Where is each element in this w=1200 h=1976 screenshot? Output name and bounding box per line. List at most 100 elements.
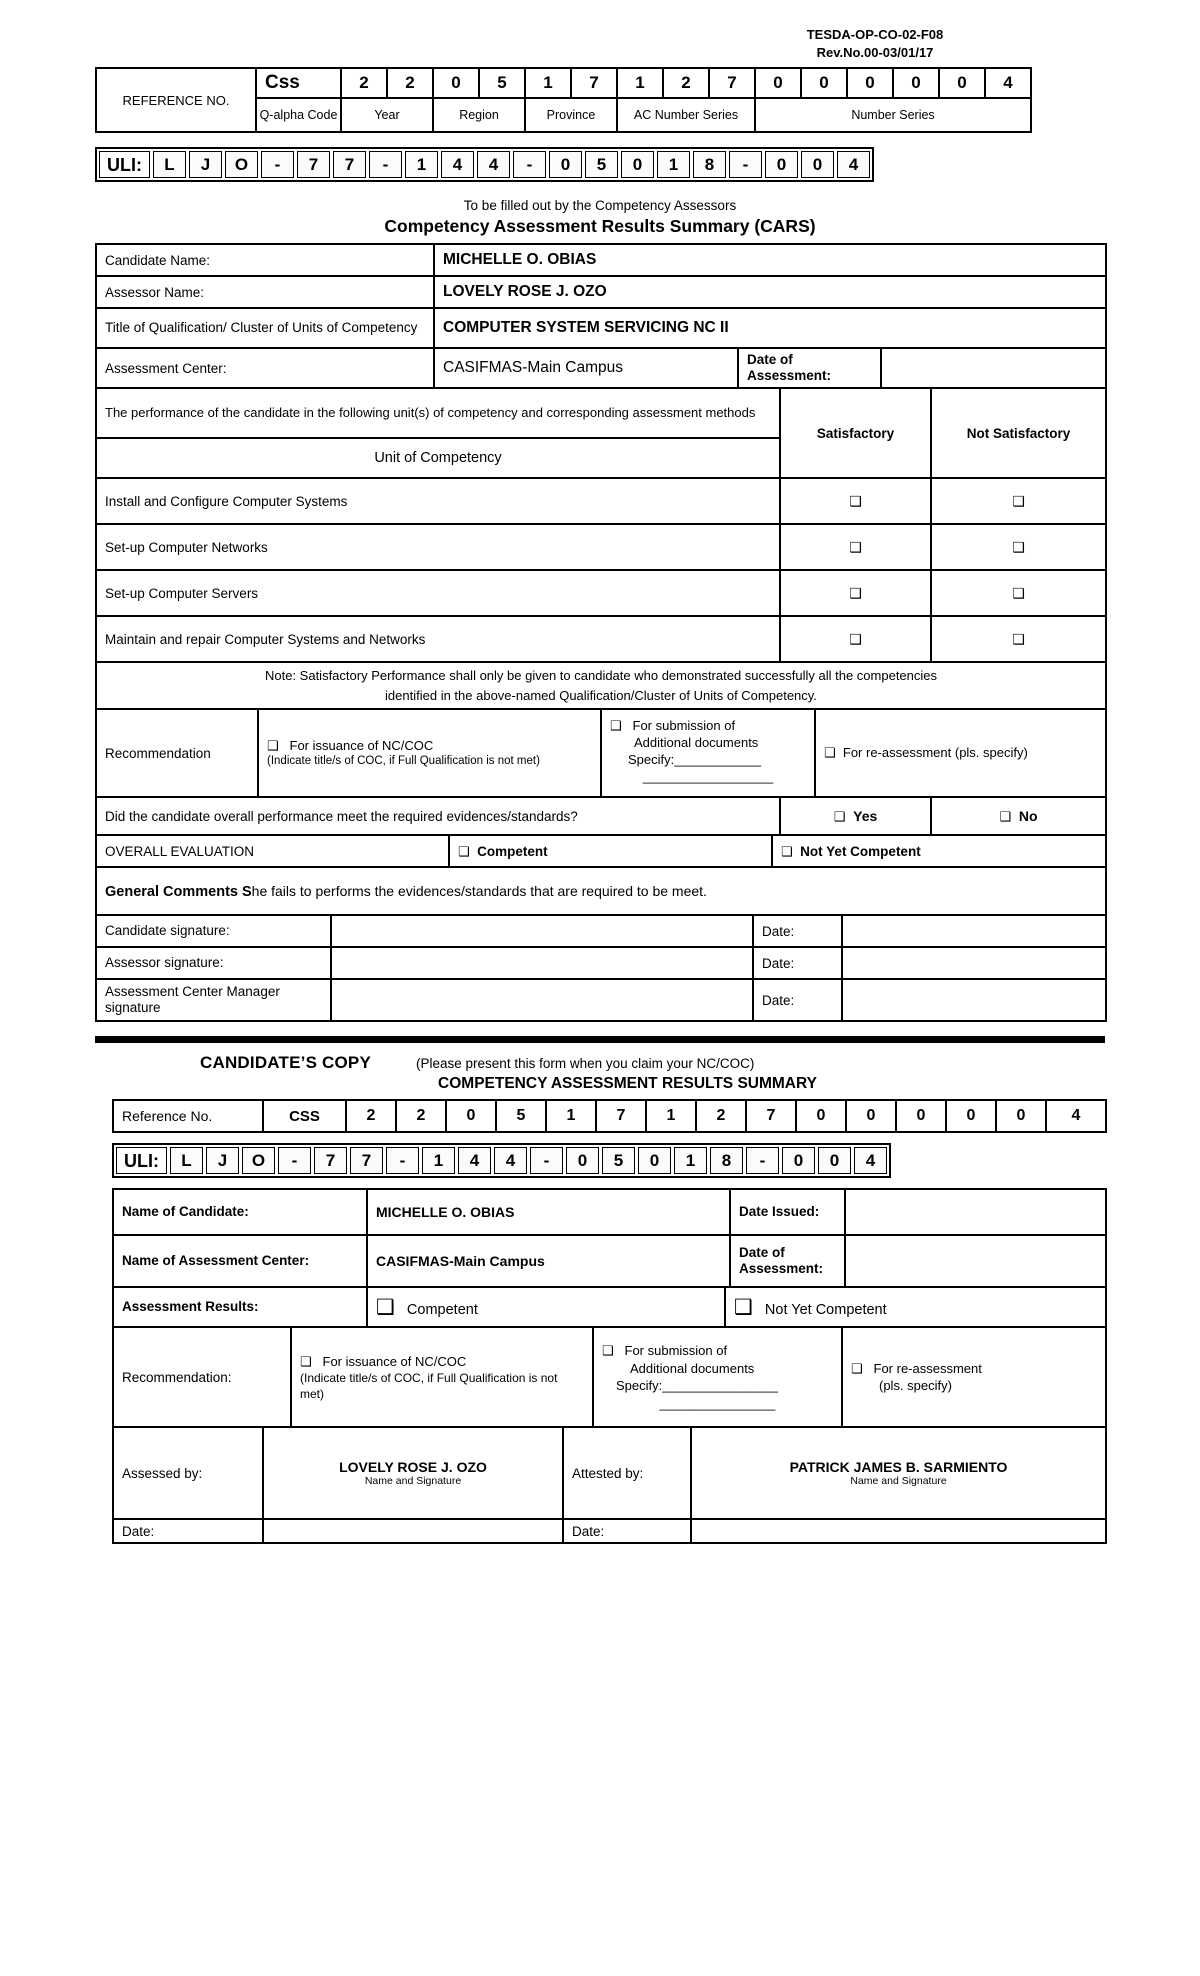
checkbox-icon[interactable]: ❑	[458, 844, 470, 860]
rec-specify-line[interactable]: __________________	[642, 769, 774, 785]
checkbox-icon[interactable]: ❑	[851, 1361, 863, 1377]
checkbox-icon[interactable]: ❑	[1012, 493, 1025, 510]
assessed-by-label: Assessed by:	[112, 1426, 264, 1521]
checkbox-icon[interactable]: ❑	[1012, 585, 1025, 602]
reference-digit: 7	[708, 67, 756, 100]
overall-evaluation-label: OVERALL EVALUATION	[95, 834, 450, 869]
checkbox-icon[interactable]: ❑	[376, 1294, 395, 1319]
copy-competent-cell[interactable]: ❑ Competent	[366, 1286, 726, 1329]
satisfactory-checkbox-cell[interactable]: ❑	[779, 569, 932, 618]
checkbox-icon[interactable]: ❑	[610, 719, 622, 735]
recommendation-label: Recommendation	[95, 708, 259, 799]
reference-digit: 1	[645, 1099, 697, 1134]
candidate-signature-field[interactable]	[330, 914, 754, 949]
yes-cell[interactable]: ❑ Yes	[779, 796, 932, 837]
uli-cell: 0	[782, 1147, 815, 1175]
rec-issuance-subtext: (Indicate title/s of COC, if Full Qualif…	[267, 755, 540, 768]
not-satisfactory-checkbox-cell[interactable]: ❑	[930, 615, 1107, 664]
uli-cell: 1	[422, 1147, 455, 1175]
candidate-signature-date-field[interactable]	[841, 914, 1107, 949]
checkbox-icon[interactable]: ❑	[267, 738, 279, 754]
satisfactory-checkbox-cell[interactable]: ❑	[779, 615, 932, 664]
uli-cell: 0	[549, 151, 582, 179]
cars-title: Competency Assessment Results Summary (C…	[384, 216, 816, 237]
rec-submission-text2: Additional documents	[634, 735, 759, 751]
unit-of-competency: Set-up Computer Servers	[95, 569, 781, 618]
manager-signature-field[interactable]	[330, 978, 754, 1023]
not-satisfactory-checkbox-cell[interactable]: ❑	[930, 523, 1107, 572]
uli-cell: -	[530, 1147, 563, 1175]
assessor-name-label: Assessor Name:	[95, 275, 435, 310]
date-issued-field[interactable]	[844, 1188, 1107, 1237]
reference-digit: 5	[478, 67, 526, 100]
satisfactory-checkbox-cell[interactable]: ❑	[779, 477, 932, 526]
copy-date-of-assessment-field[interactable]	[844, 1234, 1107, 1289]
assessed-date-field[interactable]	[262, 1518, 564, 1545]
checkbox-icon[interactable]: ❑	[999, 810, 1012, 826]
candidate-name-value: MICHELLE O. OBIAS	[433, 243, 1107, 278]
satisfactory-checkbox-cell[interactable]: ❑	[779, 523, 932, 572]
checkbox-icon[interactable]: ❑	[849, 493, 862, 510]
checkbox-icon[interactable]: ❑	[849, 539, 862, 556]
attested-by-signature-cell[interactable]: PATRICK JAMES B. SARMIENTO Name and Sign…	[690, 1426, 1107, 1521]
province-label: Province	[524, 97, 618, 134]
assessor-signature-field[interactable]	[330, 946, 754, 981]
date-of-assessment-field[interactable]	[880, 347, 1107, 390]
copy-rec-specify-field[interactable]: Specify:________________	[616, 1378, 778, 1394]
not-satisfactory-checkbox-cell[interactable]: ❑	[930, 477, 1107, 526]
checkbox-icon[interactable]: ❑	[824, 746, 836, 762]
checkbox-icon[interactable]: ❑	[602, 1344, 614, 1360]
name-of-assessment-center-label: Name of Assessment Center:	[112, 1234, 368, 1289]
reference-digit: 0	[795, 1099, 847, 1134]
unit-of-competency: Maintain and repair Computer Systems and…	[95, 615, 781, 664]
attested-date-field[interactable]	[690, 1518, 1107, 1545]
uli-cell: 1	[674, 1147, 707, 1175]
signature-row: Candidate signature: Date:	[95, 914, 1107, 949]
assessment-center-value: CASIFMAS-Main Campus	[433, 347, 739, 390]
checkbox-icon[interactable]: ❑	[849, 631, 862, 648]
uli-cell: -	[729, 151, 762, 179]
year-label: Year	[340, 97, 434, 134]
reference-digit: 0	[754, 67, 802, 100]
copy-rec-issuance-cell: ❑ For issuance of NC/COC (Indicate title…	[290, 1326, 594, 1429]
checkbox-icon[interactable]: ❑	[1012, 631, 1025, 648]
copy-not-yet-competent-cell[interactable]: ❑ Not Yet Competent	[724, 1286, 1107, 1329]
general-comments-text: he fails to performs the evidences/stand…	[251, 882, 707, 899]
uli-cell: 7	[350, 1147, 383, 1175]
copy-rec-submission-text2: Additional documents	[630, 1360, 755, 1376]
assessed-by-signature-cell[interactable]: LOVELY ROSE J. OZO Name and Signature	[262, 1426, 564, 1521]
uli-cell: 4	[494, 1147, 527, 1175]
reference-digit: 7	[745, 1099, 797, 1134]
reference-digit: 2	[386, 67, 434, 100]
date-label: Date:	[752, 946, 843, 981]
reference-digit: 0	[938, 67, 986, 100]
uli-label: ULI:	[99, 151, 150, 179]
reference-digit: 7	[595, 1099, 647, 1134]
checkbox-icon[interactable]: ❑	[300, 1354, 312, 1370]
reference-digit: 0	[800, 67, 848, 100]
assessor-name-value: LOVELY ROSE J. OZO	[433, 275, 1107, 310]
checkbox-icon[interactable]: ❑	[833, 810, 846, 826]
checkbox-icon[interactable]: ❑	[1012, 539, 1025, 556]
not-satisfactory-checkbox-cell[interactable]: ❑	[930, 569, 1107, 618]
copy-rec-specify-line[interactable]: ________________	[659, 1396, 776, 1412]
rec-specify-field[interactable]: Specify:____________	[628, 752, 762, 768]
manager-signature-label: Assessment Center Manager signature	[95, 978, 332, 1023]
checkbox-icon[interactable]: ❑	[734, 1294, 753, 1319]
checkbox-icon[interactable]: ❑	[781, 844, 793, 860]
assessor-signature-date-field[interactable]	[841, 946, 1107, 981]
section-divider	[95, 1036, 1105, 1044]
name-and-signature-caption: Name and Signature	[364, 1475, 462, 1488]
uli-cell: L	[170, 1147, 203, 1175]
manager-signature-date-field[interactable]	[841, 978, 1107, 1023]
checkbox-icon[interactable]: ❑	[849, 585, 862, 602]
uli-cell: 5	[585, 151, 618, 179]
competent-cell[interactable]: ❑ Competent	[448, 834, 773, 869]
reference-digit: 1	[545, 1099, 597, 1134]
no-cell[interactable]: ❑ No	[930, 796, 1107, 837]
not-yet-competent-cell[interactable]: ❑ Not Yet Competent	[771, 834, 1107, 869]
candidates-copy-title: CANDIDATE’S COPY	[200, 1053, 372, 1073]
uli-cell: 0	[638, 1147, 671, 1175]
